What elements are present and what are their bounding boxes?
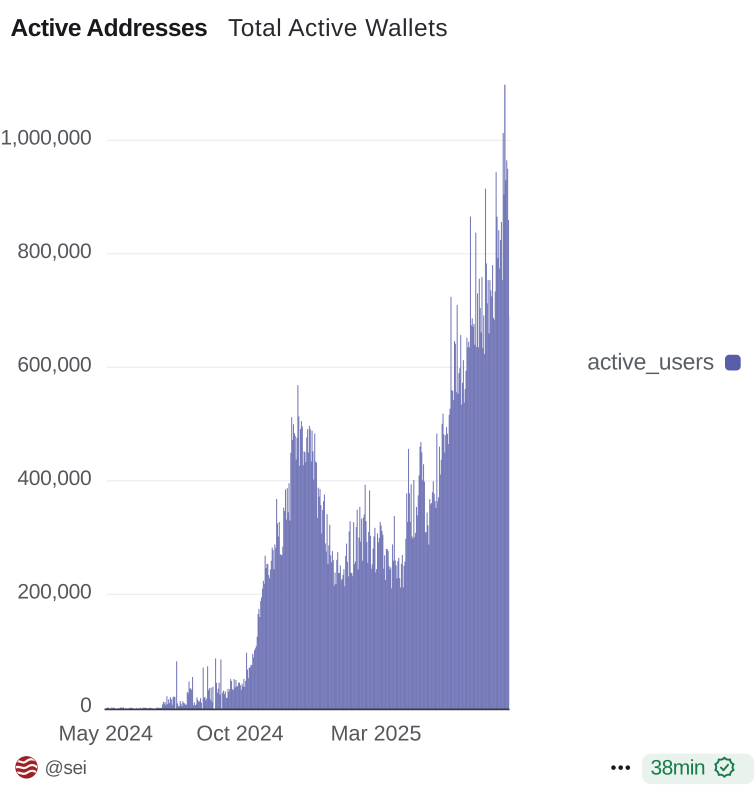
- svg-text:active_users: active_users: [587, 348, 714, 374]
- svg-text:Oct 2024: Oct 2024: [196, 721, 283, 745]
- svg-text:Active Addresses: Active Addresses: [11, 15, 208, 42]
- svg-text:38min: 38min: [651, 757, 705, 780]
- svg-text:600,000: 600,000: [17, 353, 91, 376]
- svg-text:@sei: @sei: [45, 758, 87, 779]
- svg-text:800,000: 800,000: [17, 240, 91, 263]
- svg-text:200,000: 200,000: [17, 580, 91, 603]
- svg-text:Total Active Wallets: Total Active Wallets: [228, 15, 448, 42]
- svg-text:0: 0: [80, 694, 91, 717]
- svg-text:May 2024: May 2024: [58, 721, 152, 745]
- svg-text:Mar 2025: Mar 2025: [331, 721, 422, 745]
- svg-text:1,000,000: 1,000,000: [0, 126, 91, 149]
- svg-text:400,000: 400,000: [17, 467, 91, 490]
